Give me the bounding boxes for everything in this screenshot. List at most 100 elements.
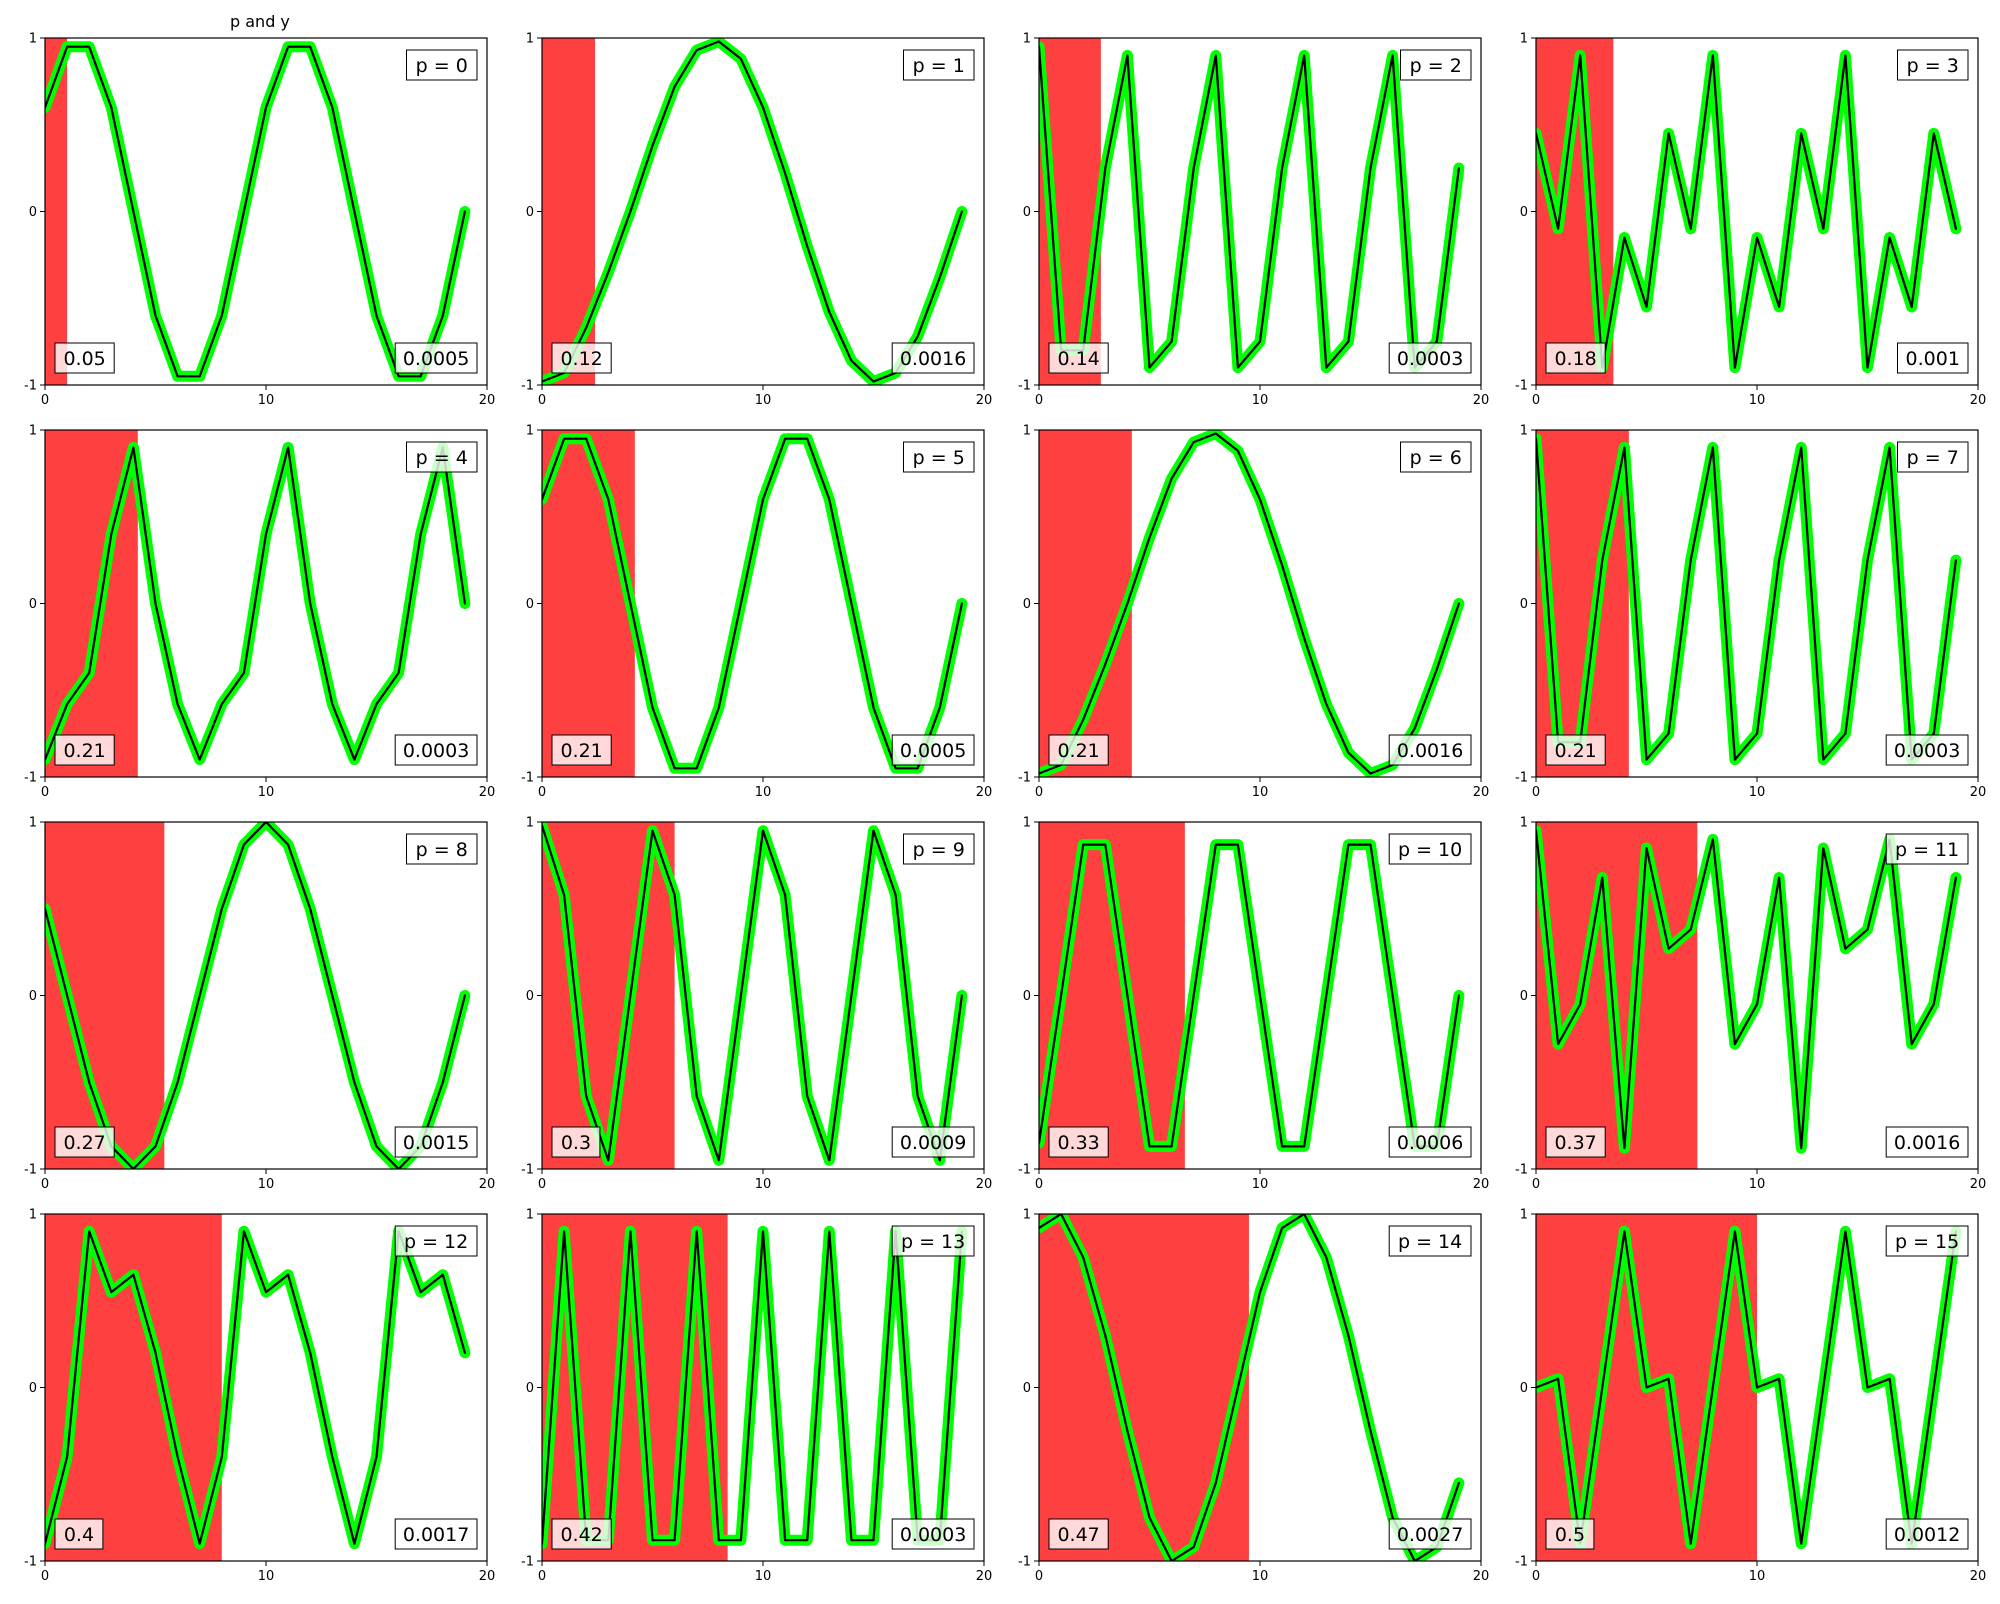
right-value-label: 0.0027 [1397,1524,1463,1546]
x-tick-label: 20 [479,1569,496,1584]
panel-label: p = 3 [1907,55,1959,77]
panel-label: p = 12 [404,1231,468,1253]
panel-label: p = 10 [1398,839,1462,861]
left-value-label: 0.42 [560,1524,602,1546]
y-tick-label: -1 [1515,771,1528,786]
x-tick-label: 20 [976,785,993,800]
x-tick-label: 20 [1970,1569,1987,1584]
series-line-inner [542,824,964,1162]
x-tick-label: 10 [258,393,275,408]
left-value-label-box [1545,342,1606,374]
left-value-label: 0.33 [1057,1132,1099,1154]
left-value-label: 0.21 [1554,740,1596,762]
series-line-inner [542,1230,964,1545]
y-tick-label: -1 [24,1163,37,1178]
right-value-label-box [394,342,478,374]
panel-label-box [1897,49,1969,81]
series-line-inner [1536,437,1958,761]
shaded-band [542,430,635,777]
y-tick-label: 1 [526,816,534,831]
right-value-label-box [1885,1518,1969,1550]
y-tick-label: 0 [526,205,534,220]
panel: 0 10 20 -1 0 1 p = 4 0.21 0.0003 [24,424,495,801]
panel: 0 10 20 -1 0 1 p = 13 0.42 0.0003 [521,1208,992,1585]
x-tick-label: 0 [1035,1569,1043,1584]
panel-label-box [406,441,478,473]
y-tick-label: 0 [1520,205,1528,220]
y-tick-label: 1 [1023,816,1031,831]
y-tick-label: 1 [526,424,534,439]
panel-label: p = 8 [416,839,468,861]
y-tick-label: 1 [1023,1208,1031,1223]
panel-label: p = 9 [913,839,965,861]
right-value-label: 0.0015 [403,1132,469,1154]
y-tick-label: -1 [24,771,37,786]
y-tick-label: 0 [1023,597,1031,612]
panel-label: p = 6 [1410,447,1462,469]
x-tick-label: 20 [1970,785,1987,800]
right-value-label-box [1885,734,1969,766]
x-tick-label: 20 [479,1177,496,1192]
right-value-label: 0.0003 [900,1524,966,1546]
panel-label: p = 14 [1398,1231,1462,1253]
series-line-inner [1039,45,1461,369]
x-tick-label: 10 [1749,1177,1766,1192]
left-value-label: 0.18 [1554,348,1596,370]
left-value-label-box [1048,342,1109,374]
panel-label-box [903,833,975,865]
y-tick-label: -1 [1018,1555,1031,1570]
panel-label-box [1400,49,1472,81]
y-tick-label: -1 [1515,1163,1528,1178]
y-tick-label: 1 [1520,424,1528,439]
panel-label-box [1400,441,1472,473]
y-tick-label: -1 [1018,379,1031,394]
series-line-inner [45,822,466,1169]
series-line-inner [1536,1230,1958,1545]
series-line-inner [1039,843,1461,1148]
right-value-label: 0.0016 [900,348,966,370]
x-tick-label: 20 [1473,393,1490,408]
y-tick-label: -1 [521,771,534,786]
x-tick-label: 20 [479,785,496,800]
right-value-label-box [891,342,975,374]
panel: 0 10 20 -1 0 1 p = 10 0.33 0.0006 [1018,816,1489,1193]
right-value-label: 0.0016 [1894,1132,1960,1154]
right-value-label: 0.0005 [403,348,469,370]
panel-label-box [1897,441,1969,473]
left-value-label-box [54,342,115,374]
figure-title: p and y [230,12,290,31]
x-tick-label: 0 [538,1569,546,1584]
panel-label: p = 15 [1895,1231,1959,1253]
panel: 0 10 20 -1 0 1 p = 12 0.4 0.0017 [24,1208,495,1585]
panel-label-box [1885,833,1969,865]
x-tick-label: 20 [1970,1177,1987,1192]
y-tick-label: 0 [1023,205,1031,220]
x-tick-label: 0 [41,1569,49,1584]
left-value-label: 0.21 [560,740,602,762]
x-tick-label: 0 [1532,1177,1540,1192]
y-tick-label: 0 [1520,597,1528,612]
y-tick-label: 1 [29,424,37,439]
x-tick-label: 20 [976,1569,993,1584]
panel: 0 10 20 -1 0 1 p = 1 0.12 0.0016 [521,32,992,409]
x-tick-label: 10 [1749,393,1766,408]
right-value-label: 0.0009 [900,1132,966,1154]
left-value-label: 0.12 [560,348,602,370]
y-tick-label: 0 [1023,989,1031,1004]
panel-label: p = 11 [1895,839,1959,861]
x-tick-label: 20 [976,393,993,408]
panel-label-box [406,49,478,81]
y-tick-label: -1 [1018,771,1031,786]
y-tick-label: 0 [29,1381,37,1396]
x-tick-label: 0 [1532,1569,1540,1584]
x-tick-label: 20 [1970,393,1987,408]
right-value-label-box [1388,734,1472,766]
x-tick-label: 10 [258,785,275,800]
left-value-label-box [54,734,115,766]
panel: 0 10 20 -1 0 1 p = 6 0.21 0.0016 [1018,424,1489,801]
panel-label-box [394,1225,478,1257]
y-tick-label: 1 [526,1208,534,1223]
y-tick-label: 1 [29,1208,37,1223]
left-value-label: 0.4 [64,1524,94,1546]
x-tick-label: 20 [479,393,496,408]
